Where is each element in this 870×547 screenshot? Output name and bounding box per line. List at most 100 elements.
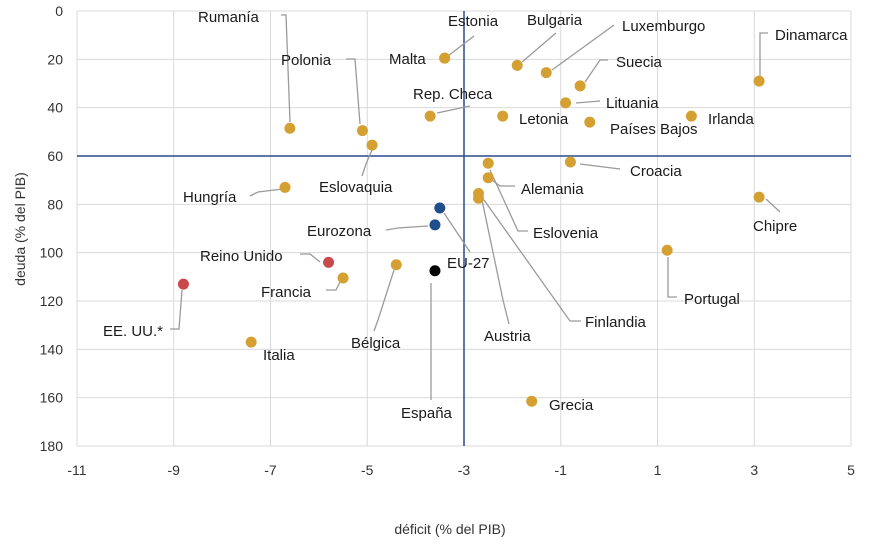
point-estonia (439, 52, 451, 64)
label-estonia: Estonia (448, 13, 499, 30)
label-paises-bajos: Países Bajos (610, 121, 698, 138)
leader-eslovenia (489, 169, 528, 232)
label-espana: España (401, 405, 453, 422)
x-tick-label: -3 (458, 462, 471, 478)
leader-eu-27 (443, 212, 471, 253)
label-austria: Austria (484, 328, 531, 345)
label-eurozona: Eurozona (307, 223, 372, 240)
point-letonia (497, 110, 509, 122)
leader-francia (326, 281, 341, 291)
leader-polonia (346, 58, 361, 125)
leader-reino-unido (300, 253, 321, 263)
point-ee-uu (177, 278, 189, 290)
x-tick-label: 5 (847, 462, 855, 478)
leader-estonia (447, 35, 475, 57)
label-letonia: Letonia (519, 111, 569, 128)
point-suecia (574, 80, 586, 92)
leader-chipre (765, 198, 781, 213)
label-eu-27: EU-27 (447, 255, 490, 272)
y-tick-label: 160 (40, 390, 64, 406)
label-polonia: Polonia (281, 52, 332, 69)
x-tick-label: -1 (555, 462, 568, 478)
label-portugal: Portugal (684, 291, 740, 308)
point-francia (337, 272, 349, 284)
point-italia (245, 336, 257, 348)
label-luxemburgo: Luxemburgo (622, 18, 705, 35)
data-labels: Rumanía Polonia Malta Estonia Bulgaria Luxemb… (103, 9, 848, 422)
label-suecia: Suecia (616, 54, 663, 71)
leader-alemania (491, 179, 515, 187)
point-lituania (560, 97, 572, 109)
label-reino-unido: Reino Unido (200, 248, 283, 265)
label-belgica: Bélgica (351, 335, 401, 352)
label-leader-lines (170, 14, 781, 400)
leader-belgica (373, 269, 395, 332)
point-polonia (356, 125, 368, 137)
leader-luxemburgo (551, 24, 615, 71)
label-finlandia: Finlandia (585, 314, 647, 331)
label-alemania: Alemania (521, 181, 584, 198)
label-malta: Malta (389, 51, 426, 68)
y-tick-label: 60 (47, 148, 63, 164)
x-tick-label: -9 (168, 462, 181, 478)
label-eslovenia: Eslovenia (533, 225, 599, 242)
leader-croacia (579, 163, 621, 170)
leader-finlandia (483, 199, 581, 322)
point-dinamarca (753, 75, 765, 87)
point-eslovaquia (366, 139, 378, 151)
leader-rumania (281, 14, 291, 123)
y-axis-title: deuda (% del PIB) (12, 172, 28, 286)
leader-bulgaria (521, 32, 557, 63)
label-eslovaquia: Eslovaquia (319, 179, 393, 196)
label-rumania: Rumanía (198, 9, 260, 26)
label-dinamarca: Dinamarca (775, 27, 848, 44)
label-croacia: Croacia (630, 163, 682, 180)
leader-portugal (667, 257, 677, 298)
reference-lines (77, 11, 851, 446)
leader-suecia (584, 59, 608, 83)
leader-austria (481, 199, 510, 325)
leader-rep-checa (436, 105, 471, 114)
point-grecia (526, 395, 538, 407)
leader-eurozona (385, 225, 429, 231)
point-portugal (661, 244, 673, 256)
point-belgica (390, 259, 402, 271)
x-tick-label: -5 (361, 462, 374, 478)
point-eurozona (429, 219, 441, 231)
y-tick-label: 140 (40, 341, 64, 357)
label-rep-checa: Rep. Checa (413, 86, 493, 103)
x-axis-title: déficit (% del PIB) (394, 521, 505, 537)
x-tick-label: -7 (264, 462, 277, 478)
label-francia: Francia (261, 284, 312, 301)
point-rep-checa (424, 110, 436, 122)
point-eslovenia (482, 157, 494, 169)
y-tick-label: 0 (55, 3, 63, 19)
leader-hungria (249, 188, 284, 197)
leader-dinamarca (759, 32, 768, 76)
label-chipre: Chipre (753, 218, 797, 235)
point-chipre (753, 191, 765, 203)
point-reino-unido (323, 256, 335, 268)
leader-eslovaquia (361, 149, 373, 177)
x-tick-labels: -11 -9 -7 -5 -3 -1 1 3 5 (67, 462, 855, 478)
y-tick-label: 20 (47, 51, 63, 67)
point-bulgaria (511, 59, 523, 71)
label-italia: Italia (263, 347, 295, 364)
x-tick-label: -11 (67, 462, 86, 478)
point-croacia (564, 156, 576, 168)
point-irlanda (685, 110, 697, 122)
y-tick-label: 40 (47, 100, 63, 116)
label-irlanda: Irlanda (708, 111, 755, 128)
point-espana (429, 265, 441, 277)
y-tick-labels: 0 20 40 60 80 100 120 140 160 180 (40, 3, 64, 454)
point-eu-27 (434, 202, 446, 214)
leader-lituania (575, 100, 601, 104)
label-ee-uu: EE. UU.* (103, 323, 163, 340)
point-alemania (482, 172, 494, 184)
point-finlandia (473, 187, 485, 199)
label-bulgaria: Bulgaria (527, 12, 583, 29)
label-lituania: Lituania (606, 95, 659, 112)
point-luxemburgo (540, 67, 552, 79)
point-hungria (279, 181, 291, 193)
